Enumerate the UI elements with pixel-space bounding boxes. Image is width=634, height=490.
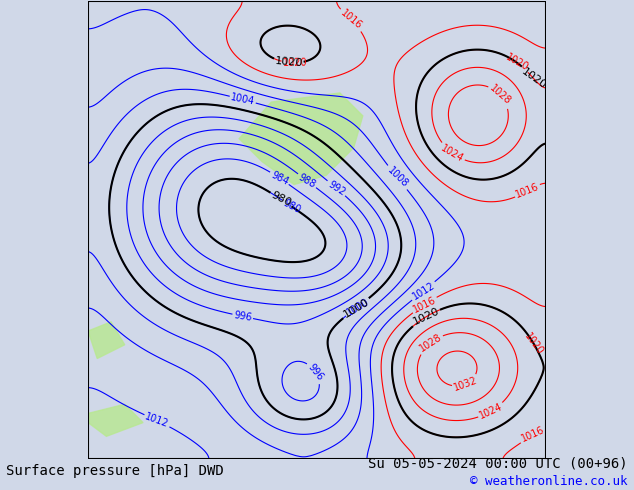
Text: 996: 996: [233, 310, 252, 323]
Text: 1000: 1000: [342, 297, 371, 319]
Text: © weatheronline.co.uk: © weatheronline.co.uk: [470, 474, 628, 488]
Text: 1012: 1012: [410, 280, 437, 302]
Text: 1000: 1000: [344, 296, 371, 318]
Polygon shape: [88, 404, 143, 436]
Text: 988: 988: [297, 172, 318, 190]
Text: 1016: 1016: [339, 8, 364, 31]
Text: 1020: 1020: [275, 56, 303, 69]
Text: 1020: 1020: [519, 66, 548, 91]
Text: Surface pressure [hPa] DWD: Surface pressure [hPa] DWD: [6, 464, 224, 478]
Text: 1028: 1028: [418, 332, 444, 354]
Polygon shape: [239, 93, 363, 185]
Text: 980: 980: [269, 190, 293, 209]
Text: 1024: 1024: [477, 401, 504, 421]
Text: 980: 980: [281, 198, 302, 215]
Text: 1020: 1020: [411, 306, 441, 327]
Text: 1028: 1028: [488, 83, 513, 107]
Text: Su 05-05-2024 00:00 UTC (00+96): Su 05-05-2024 00:00 UTC (00+96): [368, 456, 628, 470]
Text: 1016: 1016: [519, 425, 546, 444]
Text: 1008: 1008: [385, 166, 410, 190]
Text: 1004: 1004: [230, 92, 256, 107]
Text: 1020: 1020: [282, 58, 307, 68]
Text: 1020: 1020: [522, 332, 545, 357]
Text: 996: 996: [306, 362, 325, 382]
Polygon shape: [88, 322, 125, 359]
Text: 984: 984: [269, 170, 290, 187]
Text: 1012: 1012: [144, 412, 171, 430]
Text: 1016: 1016: [514, 182, 541, 200]
Text: 1032: 1032: [452, 375, 479, 393]
Text: 1016: 1016: [411, 294, 438, 315]
Text: 992: 992: [326, 179, 347, 197]
Text: 1024: 1024: [439, 143, 465, 164]
Text: 1020: 1020: [503, 52, 530, 73]
